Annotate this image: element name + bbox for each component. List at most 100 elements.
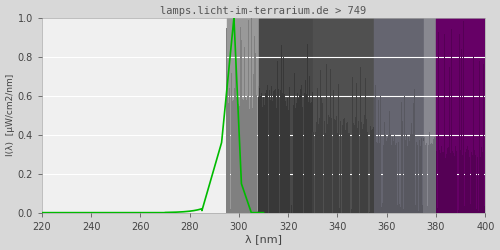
Bar bbox=[226, 28, 227, 213]
Bar bbox=[442, 67, 443, 213]
Bar bbox=[412, 134, 414, 213]
Bar bbox=[460, 146, 461, 213]
Bar bbox=[241, 209, 242, 213]
Bar bbox=[485, 52, 486, 213]
Bar bbox=[336, 127, 338, 213]
Bar bbox=[288, 110, 289, 213]
Bar bbox=[446, 154, 447, 213]
Bar bbox=[274, 102, 276, 213]
Bar bbox=[447, 148, 448, 213]
Bar bbox=[294, 94, 295, 213]
Bar bbox=[236, 87, 237, 213]
Bar bbox=[278, 89, 279, 213]
X-axis label: λ [nm]: λ [nm] bbox=[245, 234, 282, 244]
Bar bbox=[375, 211, 376, 213]
Bar bbox=[461, 49, 462, 213]
Bar bbox=[264, 105, 265, 213]
Bar bbox=[415, 132, 416, 213]
Bar bbox=[283, 57, 284, 213]
Bar bbox=[378, 100, 379, 213]
Bar bbox=[427, 206, 428, 213]
Bar bbox=[407, 146, 408, 213]
Bar bbox=[259, 88, 260, 213]
Bar bbox=[357, 123, 358, 213]
Bar bbox=[253, 206, 254, 213]
Bar bbox=[328, 115, 329, 213]
Bar bbox=[329, 117, 330, 213]
Bar bbox=[230, 98, 231, 213]
Bar bbox=[301, 105, 302, 213]
Bar bbox=[386, 141, 387, 213]
Bar bbox=[429, 132, 430, 213]
Bar bbox=[325, 133, 326, 213]
Bar bbox=[426, 116, 427, 213]
Bar bbox=[342, 125, 343, 213]
Bar bbox=[310, 103, 311, 213]
Bar bbox=[385, 139, 386, 213]
Bar bbox=[296, 91, 298, 213]
Bar bbox=[343, 119, 344, 213]
Bar bbox=[242, 94, 243, 213]
Bar bbox=[232, 101, 233, 213]
Bar bbox=[332, 68, 333, 213]
Bar bbox=[352, 104, 353, 213]
Y-axis label: I(λ)  [μW/cm2/nm]: I(λ) [μW/cm2/nm] bbox=[6, 74, 15, 156]
Bar bbox=[262, 107, 263, 213]
Bar bbox=[303, 86, 304, 213]
Bar bbox=[237, 92, 238, 213]
Bar bbox=[443, 152, 444, 213]
Bar bbox=[279, 107, 280, 213]
Bar bbox=[311, 102, 312, 213]
Bar bbox=[450, 156, 452, 213]
Bar bbox=[240, 26, 241, 213]
Bar bbox=[391, 145, 392, 213]
Bar bbox=[408, 137, 409, 213]
Bar bbox=[452, 154, 453, 213]
Bar bbox=[392, 132, 394, 213]
Bar bbox=[381, 207, 382, 213]
Bar bbox=[467, 146, 468, 213]
Bar bbox=[398, 142, 399, 213]
Bar bbox=[258, 97, 259, 213]
Bar bbox=[258, 86, 259, 213]
Bar bbox=[304, 93, 305, 213]
Bar bbox=[307, 44, 308, 213]
Bar bbox=[432, 144, 433, 213]
Bar bbox=[455, 146, 456, 213]
Bar bbox=[376, 142, 377, 213]
Bar bbox=[439, 206, 440, 213]
Bar bbox=[416, 142, 417, 213]
Bar bbox=[473, 56, 474, 213]
Bar bbox=[424, 131, 426, 213]
Bar bbox=[417, 145, 418, 213]
Bar bbox=[366, 119, 367, 213]
Bar bbox=[324, 121, 325, 213]
Bar bbox=[419, 140, 420, 213]
Bar bbox=[466, 149, 467, 213]
Bar bbox=[257, 211, 258, 213]
Bar bbox=[272, 99, 274, 213]
Bar bbox=[410, 134, 411, 213]
Bar bbox=[305, 80, 306, 213]
Bar bbox=[250, 90, 252, 213]
Bar bbox=[260, 96, 261, 213]
Bar bbox=[284, 94, 285, 213]
Bar bbox=[448, 147, 449, 213]
Bar bbox=[289, 86, 290, 213]
Bar bbox=[292, 88, 293, 213]
Bar bbox=[280, 90, 281, 213]
Bar bbox=[290, 42, 291, 213]
Bar bbox=[285, 100, 286, 213]
Bar bbox=[267, 85, 268, 213]
Bar bbox=[464, 206, 465, 213]
Bar bbox=[252, 108, 253, 213]
Bar bbox=[359, 91, 360, 213]
Bar bbox=[309, 76, 310, 213]
Bar bbox=[231, 73, 232, 213]
Bar bbox=[465, 152, 466, 213]
Bar bbox=[226, 18, 258, 213]
Bar bbox=[245, 96, 246, 213]
Bar bbox=[471, 152, 472, 213]
Bar bbox=[453, 153, 454, 213]
Bar bbox=[418, 211, 419, 213]
